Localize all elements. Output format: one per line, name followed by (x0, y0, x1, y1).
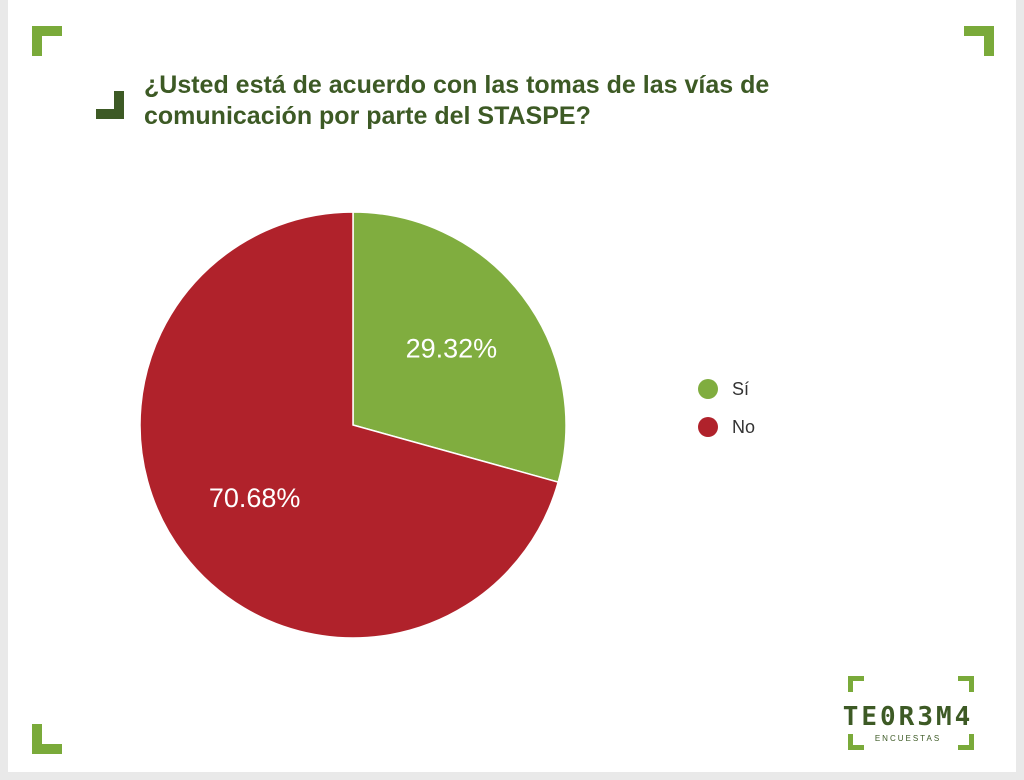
chart-legend: Sí No (698, 370, 755, 446)
data-label-si: 29.32% (406, 333, 498, 363)
legend-item-si: Sí (698, 370, 755, 408)
legend-swatch-no (698, 417, 718, 437)
pie-chart: 29.32% 70.68% (139, 211, 567, 639)
pie-slice-si (352, 211, 567, 484)
logo-subtitle: ENCUESTAS (874, 734, 942, 743)
chart-title: ¿Usted está de acuerdo con las tomas de … (144, 71, 770, 130)
survey-card: ¿Usted está de acuerdo con las tomas de … (8, 0, 1016, 772)
title-bullet-icon (96, 91, 124, 119)
pie-slice-no (139, 211, 560, 639)
corner-bracket-top-left (32, 26, 62, 56)
teorema-logo: TE0R3M4 ENCUESTAS (818, 674, 998, 754)
legend-item-no: No (698, 408, 755, 446)
legend-label-no: No (732, 416, 756, 437)
legend-label-si: Sí (732, 378, 750, 399)
corner-bracket-bottom-left (32, 724, 62, 754)
corner-bracket-top-right (964, 26, 994, 56)
legend-swatch-si (698, 379, 718, 399)
data-label-no: 70.68% (209, 483, 301, 513)
logo-wordmark: TE0R3M4 (842, 702, 974, 732)
